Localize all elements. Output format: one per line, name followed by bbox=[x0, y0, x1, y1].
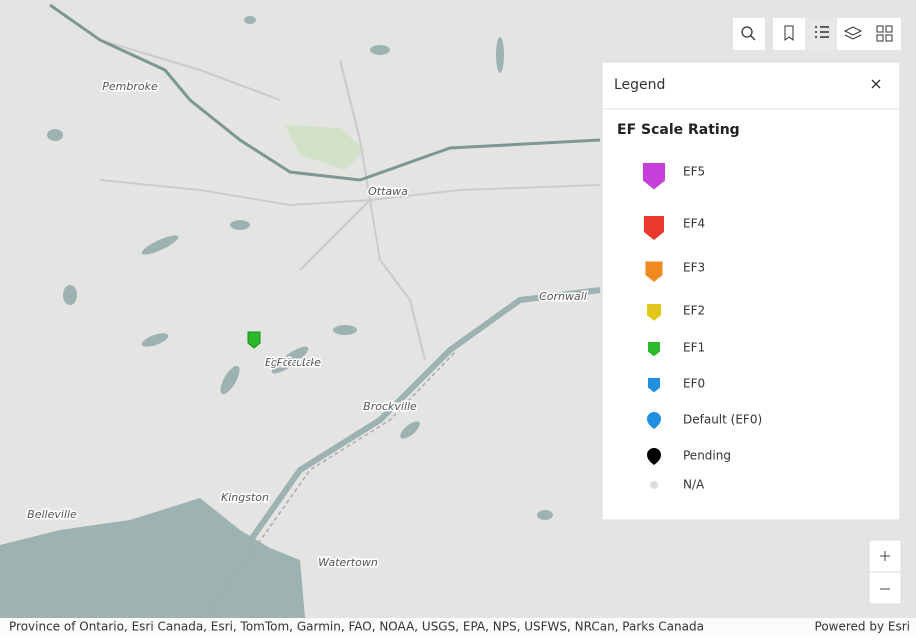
legend-label: Pending bbox=[683, 449, 731, 463]
toolbar bbox=[733, 18, 901, 50]
layers-button[interactable] bbox=[843, 26, 863, 40]
tornado-marker[interactable] bbox=[247, 331, 261, 349]
map-label: Pembroke bbox=[102, 80, 158, 93]
legend-label: EF4 bbox=[683, 217, 705, 231]
legend-panel: Legend EF Scale Rating EF5 EF4 EF3 EF2 EF1 EF… bbox=[601, 61, 901, 521]
map-label: Brockville bbox=[363, 400, 417, 413]
legend-label: EF3 bbox=[683, 261, 705, 275]
legend-button[interactable] bbox=[805, 18, 837, 50]
zoom-controls bbox=[868, 539, 902, 605]
legend-symbol bbox=[647, 304, 661, 321]
legend-label: EF0 bbox=[683, 377, 705, 391]
legend-label: EF1 bbox=[683, 341, 705, 355]
legend-symbol bbox=[645, 261, 663, 282]
legend-symbol bbox=[647, 448, 661, 465]
attribution: Province of Ontario, Esri Canada, Esri, … bbox=[9, 620, 704, 634]
powered-by: Powered by Esri bbox=[815, 620, 910, 634]
legend-symbol bbox=[648, 378, 660, 393]
legend-label: Default (EF0) bbox=[683, 413, 762, 427]
legend-symbol bbox=[647, 412, 661, 429]
legend-symbol bbox=[643, 163, 665, 190]
water bbox=[0, 16, 553, 618]
legend-symbol bbox=[648, 342, 660, 357]
map-label: Cornwall bbox=[539, 290, 587, 303]
basemap-button[interactable] bbox=[876, 25, 893, 42]
attribution-bar bbox=[0, 618, 916, 636]
map-label: Kingston bbox=[221, 491, 269, 504]
map-label: Watertown bbox=[318, 556, 378, 569]
search-icon bbox=[741, 26, 753, 38]
search-icon-handle bbox=[750, 35, 756, 41]
legend-symbol bbox=[644, 216, 664, 240]
bookmark-button[interactable] bbox=[784, 25, 794, 41]
map-label: Belleville bbox=[27, 508, 77, 521]
legend-label: N/A bbox=[683, 478, 705, 492]
close-button[interactable] bbox=[871, 79, 881, 89]
legend-panel-bg bbox=[601, 61, 901, 521]
legend-label: EF2 bbox=[683, 304, 705, 318]
map-label: Ottawa bbox=[368, 185, 408, 198]
legend-section: EF Scale Rating bbox=[617, 122, 740, 138]
rivers bbox=[49, 3, 601, 614]
park bbox=[285, 125, 365, 170]
map-label: Big Rideau Lake bbox=[265, 356, 321, 369]
zoom-in[interactable] bbox=[880, 551, 890, 561]
search-button[interactable] bbox=[733, 18, 765, 50]
legend-label: EF5 bbox=[683, 165, 705, 179]
legend-symbol bbox=[650, 481, 658, 489]
roads bbox=[99, 39, 601, 361]
legend-title: Legend bbox=[614, 77, 665, 93]
legend-icon bbox=[815, 26, 829, 38]
